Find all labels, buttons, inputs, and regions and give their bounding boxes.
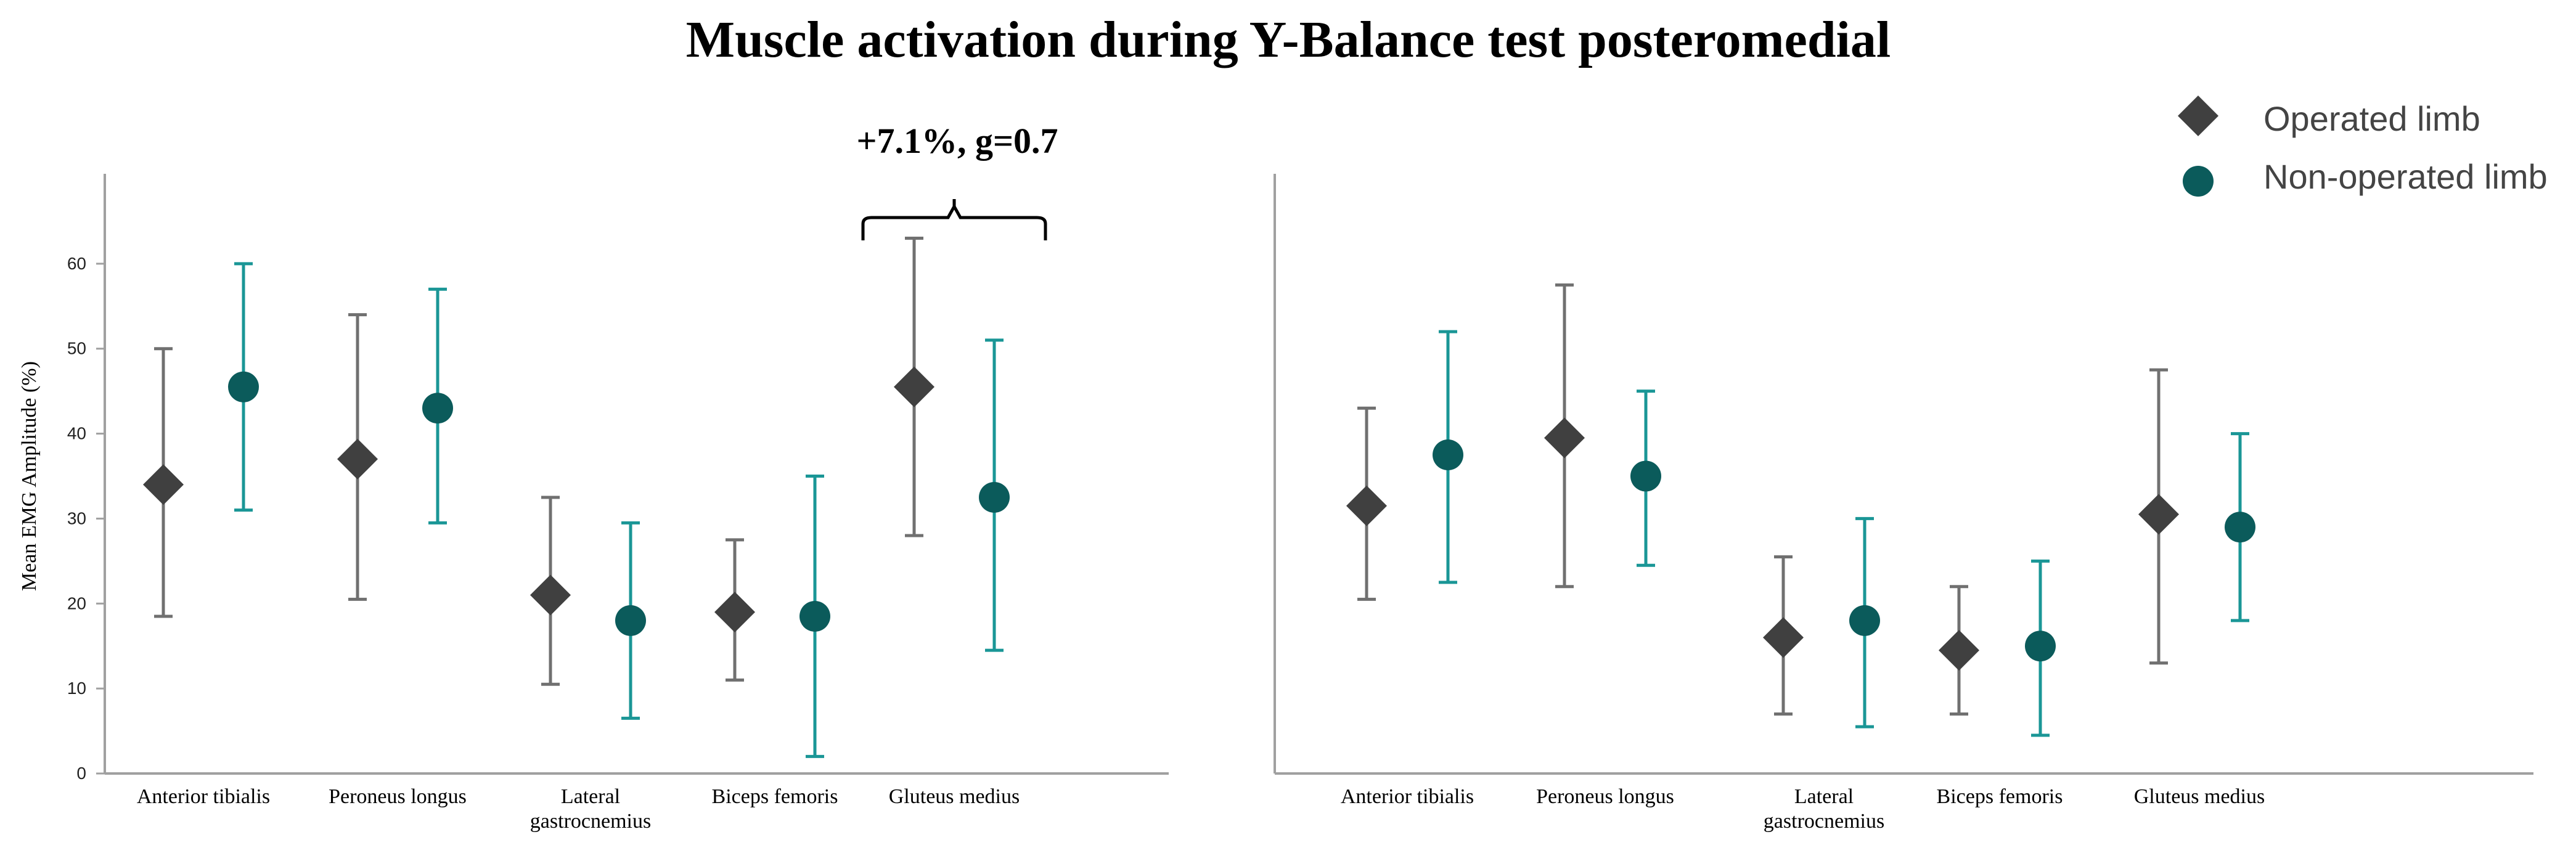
data-point <box>530 574 571 616</box>
y-tick-label: 30 <box>67 508 86 528</box>
data-point <box>228 371 259 402</box>
plot-panels: 0 10 20 30 40 50 60 Mean EMG Amplitude (%) Anter… <box>18 121 2533 833</box>
significance-annotation: +7.1%, g=0.7 <box>856 121 1058 161</box>
data-point <box>1544 417 1585 459</box>
data-point <box>1939 630 1979 671</box>
x-tick-label: Lateral <box>1794 785 1854 808</box>
significance-bracket <box>861 203 1047 240</box>
data-point <box>1433 439 1463 471</box>
data-point <box>1849 605 1880 636</box>
data-point <box>1763 617 1804 658</box>
data-point <box>143 464 184 505</box>
data-point <box>615 605 646 636</box>
x-tick-label: Gluteus medius <box>2134 785 2265 808</box>
y-tick-label: 40 <box>67 424 86 443</box>
x-tick-label: Peroneus longus <box>329 785 467 808</box>
y-tick-label: 0 <box>76 764 86 783</box>
data-point <box>894 366 934 407</box>
y-tick-label: 60 <box>67 254 86 273</box>
data-point <box>2225 512 2255 543</box>
data-point <box>337 438 378 480</box>
y-tick-label: 50 <box>67 339 86 358</box>
panel-1: 0 10 20 30 40 50 60 Mean EMG Amplitude (%) Anter… <box>18 121 1169 833</box>
x-tick-label: Gluteus medius <box>889 785 1020 808</box>
x-tick-label: Peroneus longus <box>1536 785 1674 808</box>
data-point <box>799 600 830 632</box>
x-tick-label: Biceps femoris <box>712 785 838 808</box>
legend-label-2: Non-operated limb <box>2263 157 2548 196</box>
data-point <box>1630 460 1661 492</box>
data-point <box>714 592 755 633</box>
x-tick-label: Biceps femoris <box>1937 785 2063 808</box>
panel-2: Anterior tibialis Peroneus longus Lateralg… <box>1274 174 2533 833</box>
y-axis-label: Mean EMG Amplitude (%) <box>18 361 41 591</box>
y-tick-label: 10 <box>67 679 86 698</box>
x-tick-label: Anterior tibialis <box>137 785 270 808</box>
chart-title: Muscle activation during Y-Balance test … <box>686 11 1891 68</box>
data-point <box>1346 485 1387 526</box>
data-point <box>2138 494 2179 535</box>
legend-marker-1 <box>2178 96 2218 136</box>
x-tick-label: gastrocnemius <box>530 810 651 833</box>
x-tick-label: gastrocnemius <box>1764 810 1884 833</box>
y-tick-label: 20 <box>67 594 86 613</box>
data-point <box>2025 631 2056 662</box>
legend-label-1: Operated limb <box>2263 99 2480 138</box>
x-tick-label: Anterior tibialis <box>1341 785 1474 808</box>
legend-marker-2 <box>2183 166 2214 197</box>
legend: Operated limb Non-operated limb <box>2178 96 2548 197</box>
data-point <box>422 393 453 424</box>
data-point <box>979 481 1010 513</box>
x-tick-label: Lateral <box>561 785 620 808</box>
